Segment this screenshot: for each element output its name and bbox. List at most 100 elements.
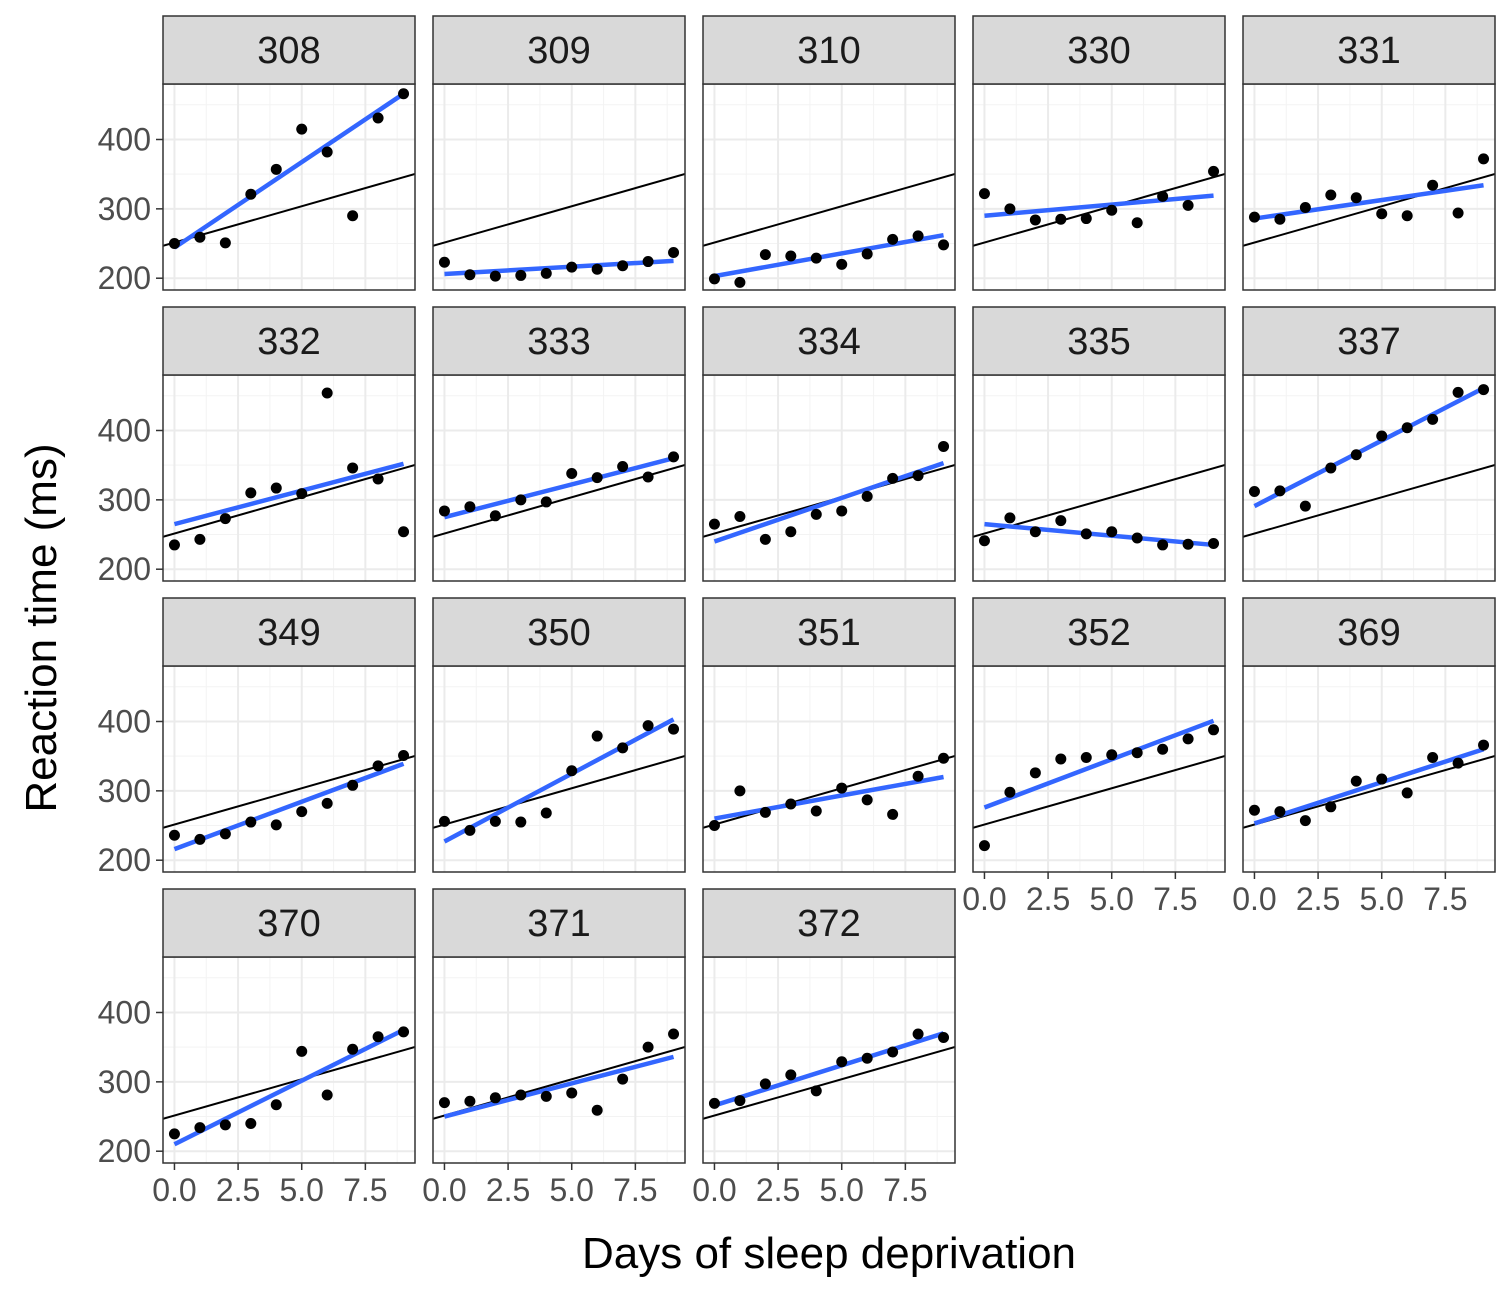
data-point bbox=[1182, 538, 1194, 550]
panel-border bbox=[432, 956, 686, 1164]
panel-border bbox=[1242, 374, 1496, 582]
data-point bbox=[642, 471, 654, 483]
data-point bbox=[321, 1089, 333, 1101]
data-point bbox=[1004, 512, 1016, 524]
data-point bbox=[1131, 532, 1143, 544]
regression-line bbox=[443, 717, 675, 844]
data-point bbox=[912, 470, 924, 482]
gridlines bbox=[1243, 84, 1495, 290]
data-point bbox=[836, 782, 848, 794]
data-point bbox=[245, 1117, 257, 1129]
data-point bbox=[887, 472, 899, 484]
y-tick-label: 200 bbox=[98, 551, 151, 587]
data-point bbox=[347, 210, 359, 222]
data-point bbox=[347, 1043, 359, 1055]
data-point bbox=[810, 508, 822, 520]
facet-strip-label: 308 bbox=[257, 30, 320, 72]
x-tick-label: 2.5 bbox=[486, 1172, 530, 1208]
regression-line bbox=[983, 718, 1215, 810]
facet-panel-352: 352 0.0 2.5 5.0 7.5 bbox=[962, 597, 1226, 917]
x-tick-label: 5.0 bbox=[1089, 881, 1133, 917]
data-point bbox=[1248, 211, 1260, 223]
reference-line bbox=[973, 172, 1225, 247]
y-axis-title: Reaction time (ms) bbox=[17, 443, 66, 812]
facet-strip bbox=[432, 597, 686, 667]
data-point bbox=[219, 1119, 231, 1131]
regression-line bbox=[444, 258, 674, 277]
gridlines bbox=[703, 84, 955, 290]
data-point bbox=[1350, 775, 1362, 787]
data-point bbox=[515, 269, 527, 281]
facet-strip-label: 310 bbox=[797, 30, 860, 72]
gridlines bbox=[973, 375, 1225, 581]
data-point bbox=[668, 1028, 680, 1040]
x-tick-label: 7.5 bbox=[883, 1172, 927, 1208]
data-point bbox=[398, 526, 410, 538]
data-point bbox=[540, 1090, 552, 1102]
data-point bbox=[566, 1087, 578, 1099]
data-point bbox=[1157, 190, 1169, 202]
data-point bbox=[617, 461, 629, 473]
data-point bbox=[1106, 526, 1118, 538]
panel-border bbox=[972, 83, 1226, 291]
data-point bbox=[1080, 213, 1092, 225]
data-point bbox=[1401, 787, 1413, 799]
x-tick-label: 5.0 bbox=[1359, 881, 1403, 917]
reference-line bbox=[163, 172, 415, 247]
data-point bbox=[1004, 786, 1016, 798]
x-tick-label: 2.5 bbox=[1296, 881, 1340, 917]
facet-strip bbox=[162, 306, 416, 376]
data-point bbox=[1452, 207, 1464, 219]
reference-line bbox=[973, 754, 1225, 829]
data-point bbox=[464, 824, 476, 836]
data-point bbox=[938, 440, 950, 452]
facet-strip bbox=[1242, 597, 1496, 667]
y-tick-label: 300 bbox=[98, 191, 151, 227]
data-point bbox=[785, 250, 797, 262]
gridlines bbox=[1243, 375, 1495, 581]
data-point bbox=[617, 742, 629, 754]
data-point bbox=[321, 797, 333, 809]
facet-panel-351: 351 bbox=[702, 597, 956, 873]
reference-line bbox=[1243, 172, 1495, 247]
data-point bbox=[1478, 739, 1490, 751]
x-tick-label: 7.5 bbox=[613, 1172, 657, 1208]
facet-strip bbox=[1242, 15, 1496, 85]
facet-panel-331: 331 bbox=[1242, 15, 1496, 291]
regression-line bbox=[714, 232, 944, 279]
facet-strip-label: 349 bbox=[257, 612, 320, 654]
data-point bbox=[1299, 201, 1311, 213]
data-point bbox=[1401, 210, 1413, 222]
data-point bbox=[168, 539, 180, 551]
data-point bbox=[734, 276, 746, 288]
data-point bbox=[1376, 773, 1388, 785]
data-point bbox=[938, 1031, 950, 1043]
facet-panel-308: 308 200 300 400 bbox=[98, 15, 416, 296]
x-tick-label: 2.5 bbox=[756, 1172, 800, 1208]
regression-line bbox=[984, 521, 1214, 548]
data-point bbox=[1157, 743, 1169, 755]
data-point bbox=[489, 815, 501, 827]
data-point bbox=[168, 1128, 180, 1140]
regression-line bbox=[984, 193, 1214, 219]
facet-strip-label: 337 bbox=[1337, 321, 1400, 363]
data-point bbox=[938, 239, 950, 251]
data-point bbox=[489, 1092, 501, 1104]
data-point bbox=[861, 490, 873, 502]
data-point bbox=[642, 720, 654, 732]
data-point bbox=[1055, 213, 1067, 225]
data-point bbox=[438, 1097, 450, 1109]
data-point bbox=[1182, 199, 1194, 211]
y-tick-label: 300 bbox=[98, 482, 151, 518]
x-tick-label: 2.5 bbox=[216, 1172, 260, 1208]
data-point bbox=[489, 270, 501, 282]
facet-strip bbox=[162, 15, 416, 85]
data-point bbox=[591, 1104, 603, 1116]
data-point bbox=[438, 815, 450, 827]
facet-panel-371: 371 0.0 2.5 5.0 7.5 bbox=[422, 888, 686, 1208]
y-tick-label: 400 bbox=[98, 412, 151, 448]
facet-strip-label: 351 bbox=[797, 612, 860, 654]
regression-line bbox=[443, 1054, 675, 1119]
gridlines bbox=[703, 375, 955, 581]
facet-panel-335: 335 bbox=[972, 306, 1226, 582]
